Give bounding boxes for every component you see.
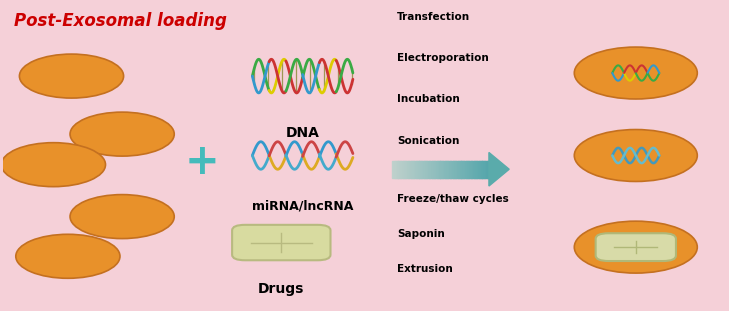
Bar (410, 161, 412, 178)
Text: +: + (184, 141, 219, 183)
Bar (452, 161, 454, 178)
Text: Drugs: Drugs (258, 282, 305, 296)
Text: Incubation: Incubation (397, 95, 460, 104)
FancyBboxPatch shape (596, 233, 676, 261)
Bar (395, 161, 397, 178)
Bar (411, 161, 414, 178)
Circle shape (574, 130, 697, 181)
Circle shape (16, 234, 120, 278)
Bar (461, 161, 464, 178)
Polygon shape (489, 152, 509, 186)
Circle shape (70, 112, 174, 156)
Bar (397, 161, 399, 178)
Bar (431, 161, 433, 178)
Bar (453, 161, 456, 178)
Bar (483, 161, 485, 178)
Bar (415, 161, 417, 178)
Bar (408, 161, 410, 178)
Bar (419, 161, 422, 178)
Bar (407, 161, 409, 178)
Bar (416, 161, 418, 178)
Bar (427, 161, 430, 178)
Text: DNA: DNA (286, 127, 320, 141)
Bar (455, 161, 457, 178)
Circle shape (574, 47, 697, 99)
Bar (456, 161, 459, 178)
Text: Post-Exosomal loading: Post-Exosomal loading (14, 12, 227, 30)
Circle shape (20, 54, 124, 98)
Bar (403, 161, 405, 178)
Bar (473, 161, 475, 178)
Bar (405, 161, 408, 178)
Circle shape (574, 221, 697, 273)
Bar (475, 161, 477, 178)
FancyBboxPatch shape (232, 225, 330, 260)
Bar (460, 161, 462, 178)
Bar (402, 161, 404, 178)
Circle shape (70, 195, 174, 239)
Bar (448, 161, 451, 178)
Bar (432, 161, 434, 178)
Bar (464, 161, 467, 178)
Bar (439, 161, 441, 178)
Bar (426, 161, 428, 178)
Bar (477, 161, 480, 178)
Text: Sonication: Sonication (397, 136, 459, 146)
Bar (394, 161, 396, 178)
Text: Transfection: Transfection (397, 12, 470, 22)
Bar (487, 161, 490, 178)
Bar (413, 161, 416, 178)
Bar (392, 161, 394, 178)
Bar (479, 161, 482, 178)
Bar (459, 161, 461, 178)
Text: Saponin: Saponin (397, 229, 445, 239)
Bar (445, 161, 448, 178)
Bar (468, 161, 470, 178)
Bar (437, 161, 440, 178)
Bar (421, 161, 424, 178)
Bar (467, 161, 469, 178)
Bar (434, 161, 437, 178)
Bar (444, 161, 446, 178)
Bar (429, 161, 432, 178)
Bar (486, 161, 488, 178)
Bar (447, 161, 449, 178)
Bar (440, 161, 443, 178)
Text: miRNA/lncRNA: miRNA/lncRNA (252, 200, 354, 213)
Bar (442, 161, 445, 178)
Bar (463, 161, 465, 178)
Text: Extrusion: Extrusion (397, 264, 453, 274)
Bar (450, 161, 453, 178)
Text: Freeze/thaw cycles: Freeze/thaw cycles (397, 194, 509, 204)
Bar (399, 161, 401, 178)
Bar (471, 161, 474, 178)
Bar (436, 161, 438, 178)
Bar (418, 161, 420, 178)
Bar (424, 161, 426, 178)
Bar (400, 161, 402, 178)
Bar (484, 161, 486, 178)
Bar (481, 161, 483, 178)
Bar (423, 161, 425, 178)
Circle shape (1, 143, 106, 187)
Text: Electroporation: Electroporation (397, 53, 489, 63)
Bar (469, 161, 472, 178)
Bar (476, 161, 478, 178)
